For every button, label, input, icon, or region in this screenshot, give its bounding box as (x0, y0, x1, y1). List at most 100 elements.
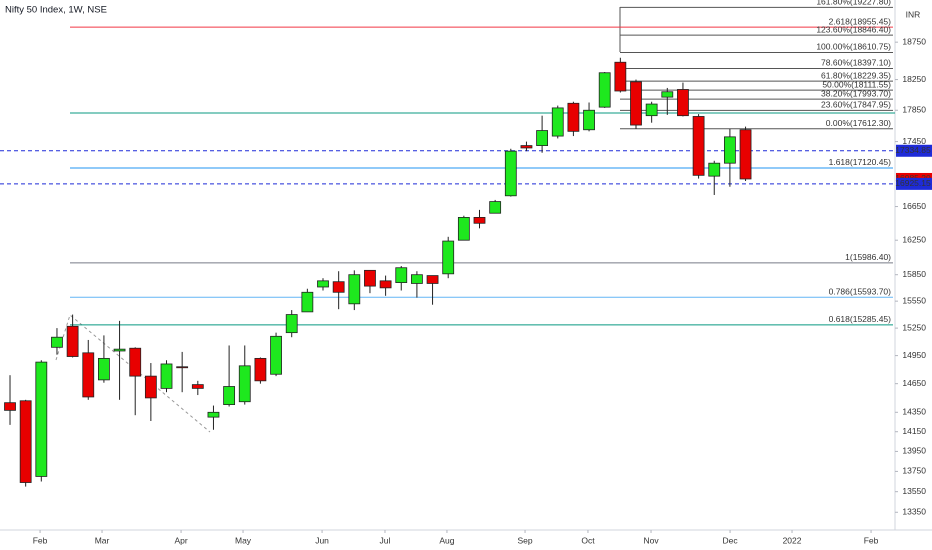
y-tick-label: 17450 (902, 136, 926, 146)
candle-body (411, 274, 423, 284)
candle-body (661, 91, 674, 98)
x-tick-label: Oct (581, 535, 595, 545)
candle-body (285, 314, 298, 334)
candle-body (457, 217, 470, 241)
candle-body (348, 274, 361, 305)
candle-body (567, 102, 580, 132)
y-tick-label: 14950 (902, 350, 926, 360)
y-tick-label: 14350 (902, 407, 926, 417)
y-tick-label: 15850 (902, 269, 926, 279)
x-tick-label: Dec (722, 535, 738, 545)
fib-label: 1.618(17120.45) (829, 157, 892, 167)
x-tick-label: Jun (315, 535, 329, 545)
fib-label: 1(15986.40) (845, 252, 891, 262)
y-tick-label: 15550 (902, 295, 926, 305)
x-tick-label: Apr (174, 535, 187, 545)
candle-body (176, 366, 189, 369)
fib-label: 100.00%(18610.75) (816, 42, 891, 52)
y-tick-label: 17850 (902, 104, 926, 114)
price-box (896, 177, 932, 190)
candle-body (630, 81, 642, 126)
candle-body (723, 136, 736, 164)
fib-label: 0.786(15593.70) (829, 287, 892, 297)
candle-body (207, 411, 220, 418)
candle-body (144, 375, 157, 399)
fib-label: 61.80%(18229.35) (821, 70, 891, 80)
candle-body (708, 162, 721, 177)
y-tick-label: 13550 (902, 486, 926, 496)
y-tick-label: 14650 (902, 378, 926, 388)
candle-body (332, 281, 345, 293)
x-tick-label: Mar (95, 535, 110, 545)
fib-label: 2.618(18955.45) (829, 16, 892, 26)
candle-body (583, 109, 595, 131)
y-tick-label: 13750 (902, 466, 926, 476)
x-tick-label: 2022 (783, 535, 802, 545)
candle-body (238, 365, 251, 403)
candle-body (504, 150, 517, 197)
y-tick-label: 15250 (902, 322, 926, 332)
y-tick-label: 16650 (902, 201, 926, 211)
x-tick-label: Jul (380, 535, 391, 545)
candle-body (426, 275, 439, 284)
y-tick-label: 13350 (902, 507, 926, 517)
candle-body (254, 357, 267, 382)
zigzag (55, 314, 211, 433)
x-tick-label: Aug (439, 535, 454, 545)
candle-body (160, 363, 173, 389)
candle-body (191, 384, 204, 389)
y-tick-label: 16250 (902, 234, 926, 244)
x-tick-label: Feb (864, 535, 879, 545)
currency: INR (906, 9, 921, 19)
candle-body (598, 72, 611, 108)
candle-body (364, 269, 376, 287)
candle-body (473, 217, 486, 224)
candle-body (395, 267, 408, 283)
x-tick-label: Nov (643, 535, 659, 545)
fib-label: 23.60%(17847.95) (821, 100, 891, 110)
candle-body (113, 348, 126, 352)
candle-body (317, 280, 329, 288)
candle-body (489, 201, 502, 214)
candle-body (442, 240, 455, 275)
candle-body (677, 89, 689, 117)
y-tick-label: 14150 (902, 426, 926, 436)
chart-title: Nifty 50 Index, 1W, NSE (5, 5, 107, 16)
y-tick-label: 13950 (902, 446, 926, 456)
candle-body (692, 116, 705, 176)
candle-body (536, 130, 549, 146)
candle-body (645, 103, 658, 117)
x-tick-label: May (235, 535, 252, 545)
candle-body (82, 352, 95, 398)
price-box (896, 144, 932, 157)
x-tick-label: Sep (517, 535, 532, 545)
candle-body (51, 336, 63, 348)
fib-label: 38.20%(17993.70) (821, 88, 891, 98)
candle-body (520, 145, 533, 149)
candle-body (35, 361, 48, 477)
fib-label: 0.618(15285.45) (829, 314, 892, 324)
candle-body (19, 400, 32, 483)
fib-label: 161.80%(19227.80) (816, 0, 891, 7)
candle-body (4, 402, 16, 411)
candle-body (66, 325, 79, 357)
x-tick-label: Feb (33, 535, 48, 545)
price-box-label: 17334.85 (895, 145, 931, 155)
candle-body (129, 347, 142, 377)
candle-body (614, 61, 627, 92)
candle-body (223, 386, 236, 406)
fib-label: 0.00%(17612.30) (826, 118, 891, 128)
fib-label: 123.60%(18846.40) (816, 24, 891, 34)
y-tick-label: 18750 (902, 36, 926, 46)
candle-body (551, 107, 564, 137)
fib-label: 78.60%(18397.10) (821, 58, 891, 68)
price-box-label: 16925.15 (895, 178, 931, 188)
y-tick-label: 18250 (902, 74, 926, 84)
candle-body (98, 357, 110, 381)
fib-label: 50.00%(18111.55) (822, 79, 891, 89)
candle-body (739, 129, 752, 180)
candle-body (270, 335, 282, 375)
candle-body (379, 280, 392, 289)
